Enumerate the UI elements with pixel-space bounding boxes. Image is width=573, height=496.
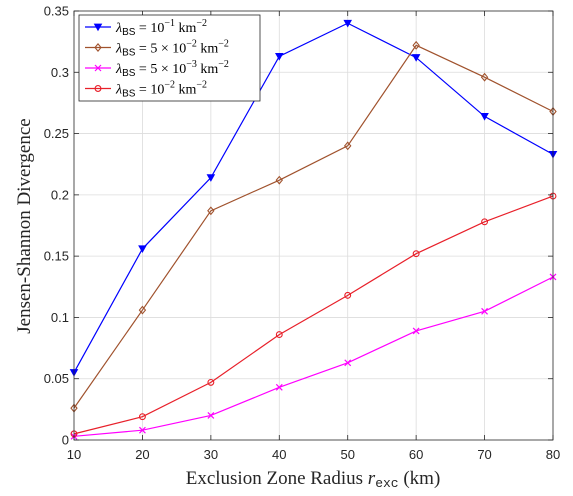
data-point [207,206,215,216]
x-axis-title-sub: exc [375,476,398,491]
legend-box [78,14,261,102]
data-point [275,331,283,339]
legend-unit-exponent: −2 [196,80,207,91]
data-point [412,327,420,335]
legend-exponent: −2 [164,80,175,91]
legend-symbol: λ [115,21,122,36]
legend-entry: λBS = 5 × 10−2 km−2 [85,39,229,59]
data-point [207,378,215,386]
x-axis-title: Exclusion Zone Radius rexc (km) [186,468,441,491]
data-point [412,40,420,50]
legend-unit: km [197,62,219,77]
legend-label: λBS = 10−1 km−2 [115,18,207,38]
series-line [73,44,554,409]
x-tick-label: 70 [477,447,491,462]
legend-marker [94,85,102,92]
data-point [412,250,420,258]
data-point [343,19,352,28]
series-line [73,22,554,373]
data-point [138,413,146,421]
data-point [480,113,489,121]
legend-exponent: −2 [186,39,197,50]
y-axis-title: Jensen-Shannon Divergence [14,118,35,333]
ticks: 10 20 30 40 50 60 70 80 0 0.05 0.1 0.15 0.2 0.25 0.3 0.… [44,4,561,463]
legend-marker [94,43,102,52]
data-point [138,305,147,315]
legend-symbol: λ [115,83,122,98]
y-tick-label: 0 [62,433,69,448]
series-layer [69,19,558,440]
data-point [344,359,352,367]
y-tick-label: 0.05 [44,371,69,386]
x-tick-label: 10 [67,447,81,462]
y-tick-label: 0.3 [51,65,69,80]
legend-marker [93,23,103,32]
legend-unit: km [175,83,197,98]
legend-unit-exponent: −2 [218,59,229,70]
legend-subscript: BS [122,27,136,38]
data-point [206,174,216,182]
legend-value: = 5 × 10 [135,42,186,57]
y-tick-label: 0.15 [44,249,69,264]
data-point [344,291,352,299]
legend-label: λBS = 5 × 10−3 km−2 [115,59,229,79]
legend-entry: λBS = 5 × 10−3 km−2 [85,59,229,79]
legend-unit: km [197,42,219,57]
x-tick-label: 80 [546,447,560,462]
y-tick-label: 0.1 [51,310,69,325]
data-point [275,175,284,185]
legend-exponent: −1 [164,18,175,29]
legend-unit-exponent: −2 [196,18,207,29]
y-tick-label: 0.25 [44,126,69,141]
legend-exponent: −3 [186,59,197,70]
y-tick-label: 0.2 [51,187,69,202]
data-point [139,426,146,434]
data-point [481,307,488,315]
legend-symbol: λ [115,42,122,57]
data-point [343,141,352,151]
x-axis-title-main: Exclusion Zone Radius [186,468,368,489]
legend-marker [94,64,102,72]
x-tick-label: 20 [135,447,149,462]
legend-label: λBS = 10−2 km−2 [115,80,207,100]
x-tick-label: 30 [204,447,218,462]
data-point [411,54,421,62]
legend-symbol: λ [115,62,122,77]
legend-label: λBS = 5 × 10−2 km−2 [115,39,229,59]
legend-entry: λBS = 10−1 km−2 [85,18,207,38]
legend-subscript: BS [122,48,136,59]
series-line [73,195,554,435]
grid [74,11,553,440]
legend-entry: λBS = 10−2 km−2 [85,80,207,100]
data-point [275,52,284,61]
legend-subscript: BS [122,68,136,79]
legend-subscript: BS [122,89,136,100]
data-point [480,72,489,82]
legend-value: = 5 × 10 [135,62,186,77]
legend-value: = 10 [135,21,164,36]
data-point [138,245,147,254]
data-point [207,412,215,419]
x-tick-label: 50 [340,447,354,462]
y-tick-label: 0.35 [44,4,69,19]
data-point [481,218,489,226]
legend-unit-exponent: −2 [218,39,229,50]
x-tick-label: 40 [272,447,286,462]
series-3 [70,273,557,440]
x-axis-title-unit: (km) [399,468,441,489]
x-axis-title-var: r [368,468,376,489]
x-tick-label: 60 [409,447,423,462]
data-point [275,383,283,391]
plot-border [73,10,554,441]
legend-value: = 10 [135,83,164,98]
series-line [73,276,554,437]
legend-unit: km [175,21,197,36]
